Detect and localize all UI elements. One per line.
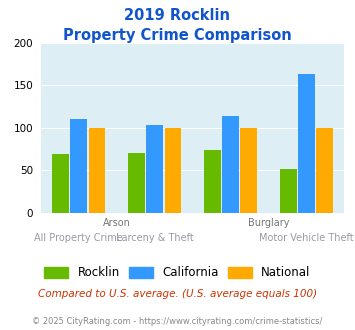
Bar: [146, 125, 163, 213]
Bar: [204, 150, 221, 213]
Text: Larceny & Theft: Larceny & Theft: [116, 233, 193, 243]
Bar: [70, 118, 87, 213]
Bar: [298, 74, 315, 213]
Text: Arson: Arson: [103, 218, 131, 228]
Text: Compared to U.S. average. (U.S. average equals 100): Compared to U.S. average. (U.S. average …: [38, 289, 317, 299]
Bar: [52, 154, 69, 213]
Legend: Rocklin, California, National: Rocklin, California, National: [40, 262, 315, 284]
Text: Motor Vehicle Theft: Motor Vehicle Theft: [259, 233, 354, 243]
Text: © 2025 CityRating.com - https://www.cityrating.com/crime-statistics/: © 2025 CityRating.com - https://www.city…: [32, 317, 323, 326]
Bar: [128, 152, 145, 213]
Text: All Property Crime: All Property Crime: [34, 233, 123, 243]
Bar: [89, 128, 105, 213]
Bar: [164, 128, 181, 213]
Bar: [316, 128, 333, 213]
Text: Property Crime Comparison: Property Crime Comparison: [63, 28, 292, 43]
Text: 2019 Rocklin: 2019 Rocklin: [125, 8, 230, 23]
Bar: [240, 128, 257, 213]
Text: Burglary: Burglary: [248, 218, 289, 228]
Bar: [222, 116, 239, 213]
Bar: [280, 169, 296, 213]
